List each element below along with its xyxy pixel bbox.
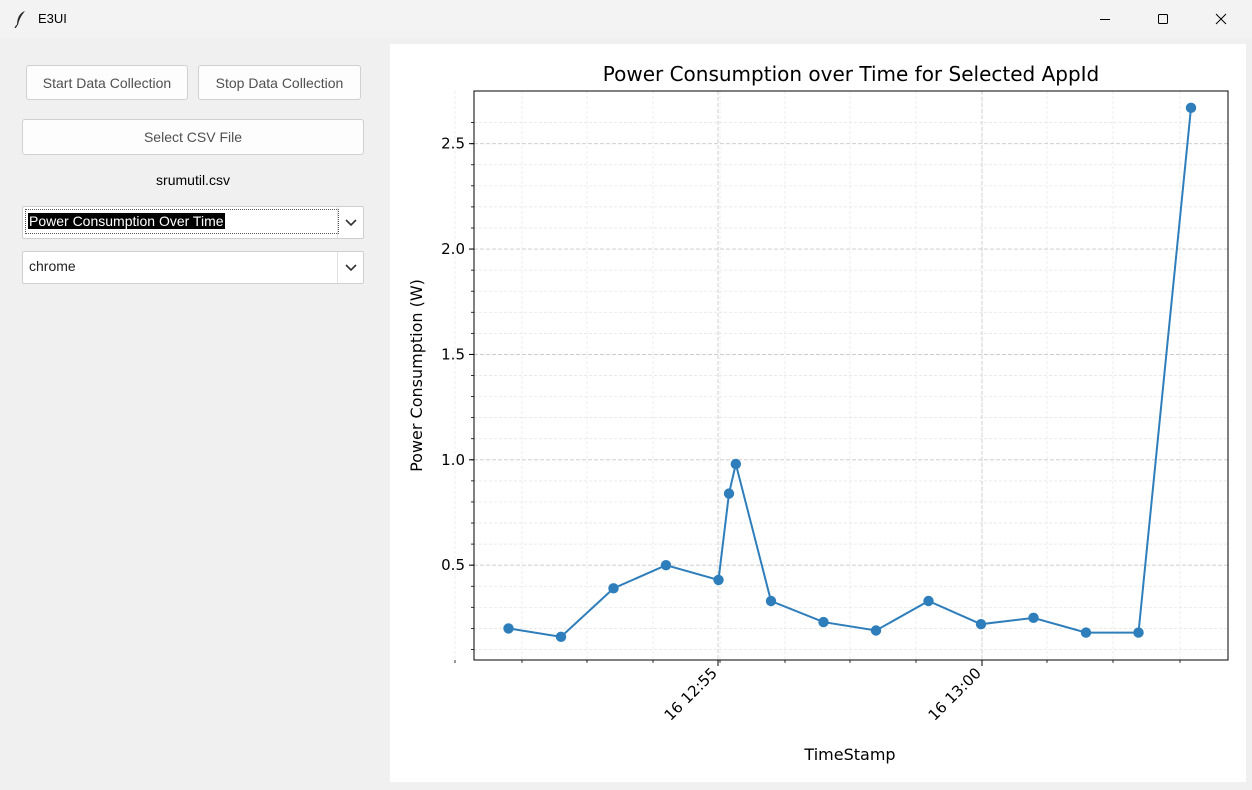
minimize-button[interactable]	[1076, 0, 1134, 38]
start-data-collection-button[interactable]: Start Data Collection	[26, 65, 188, 100]
data-point	[765, 595, 777, 607]
chevron-down-icon	[344, 218, 357, 226]
y-tick-label: 1.5	[441, 345, 465, 363]
data-point	[1185, 102, 1197, 114]
data-point	[730, 458, 742, 470]
app-id-combobox[interactable]: chrome	[22, 251, 364, 284]
series-line	[508, 107, 1192, 638]
data-point	[818, 616, 829, 628]
data-point	[723, 488, 735, 499]
title-bar: E3UI	[0, 0, 1252, 38]
data-point	[503, 623, 514, 634]
app-id-value: chrome	[29, 258, 76, 274]
plot-panel: 0.5 1.0 1.5 2.0 2.5 16 12:55 16 13:00 Power Con…	[390, 44, 1246, 782]
plot-type-dropdown-button[interactable]	[337, 207, 363, 238]
y-tick-label: 2.5	[441, 135, 465, 153]
data-point	[870, 625, 882, 636]
data-point	[923, 595, 934, 607]
data-point	[975, 618, 987, 630]
minimize-icon	[1100, 19, 1110, 20]
data-point	[713, 574, 724, 586]
y-axis-label: Power Consumption (W)	[407, 279, 426, 472]
selected-file-label: srumutil.csv	[156, 172, 230, 188]
data-point	[1028, 612, 1039, 624]
y-tick-label: 0.5	[441, 556, 465, 574]
x-tick-label: 16 13:00	[925, 664, 985, 724]
maximize-icon	[1158, 14, 1168, 24]
control-panel: Start Data Collection Stop Data Collecti…	[0, 38, 390, 790]
x-tick-label: 16 12:55	[661, 664, 721, 724]
power-chart: 0.5 1.0 1.5 2.0 2.5 16 12:55 16 13:00 Power Con…	[407, 62, 1229, 764]
chevron-down-icon	[344, 263, 357, 271]
app-id-dropdown-button[interactable]	[337, 252, 363, 283]
maximize-button[interactable]	[1134, 0, 1192, 38]
data-point	[555, 631, 567, 643]
data-point	[1080, 627, 1092, 638]
data-point	[608, 583, 619, 594]
x-axis-label: TimeStamp	[803, 745, 895, 764]
close-button[interactable]	[1192, 0, 1250, 38]
data-point	[660, 559, 672, 571]
close-icon	[1215, 13, 1227, 25]
chart-title: Power Consumption over Time for Selected…	[603, 62, 1099, 86]
data-point	[1133, 627, 1144, 638]
focus-ring	[25, 209, 339, 234]
feather-icon	[14, 11, 25, 28]
y-tick-label: 2.0	[441, 240, 465, 258]
plot-type-combobox[interactable]: Power Consumption Over Time	[22, 206, 364, 239]
plot-type-value: Power Consumption Over Time	[28, 213, 225, 229]
window-title: E3UI	[38, 11, 67, 26]
select-csv-file-button[interactable]: Select CSV File	[22, 119, 364, 155]
stop-data-collection-button[interactable]: Stop Data Collection	[198, 65, 361, 100]
y-tick-label: 1.0	[441, 451, 465, 469]
